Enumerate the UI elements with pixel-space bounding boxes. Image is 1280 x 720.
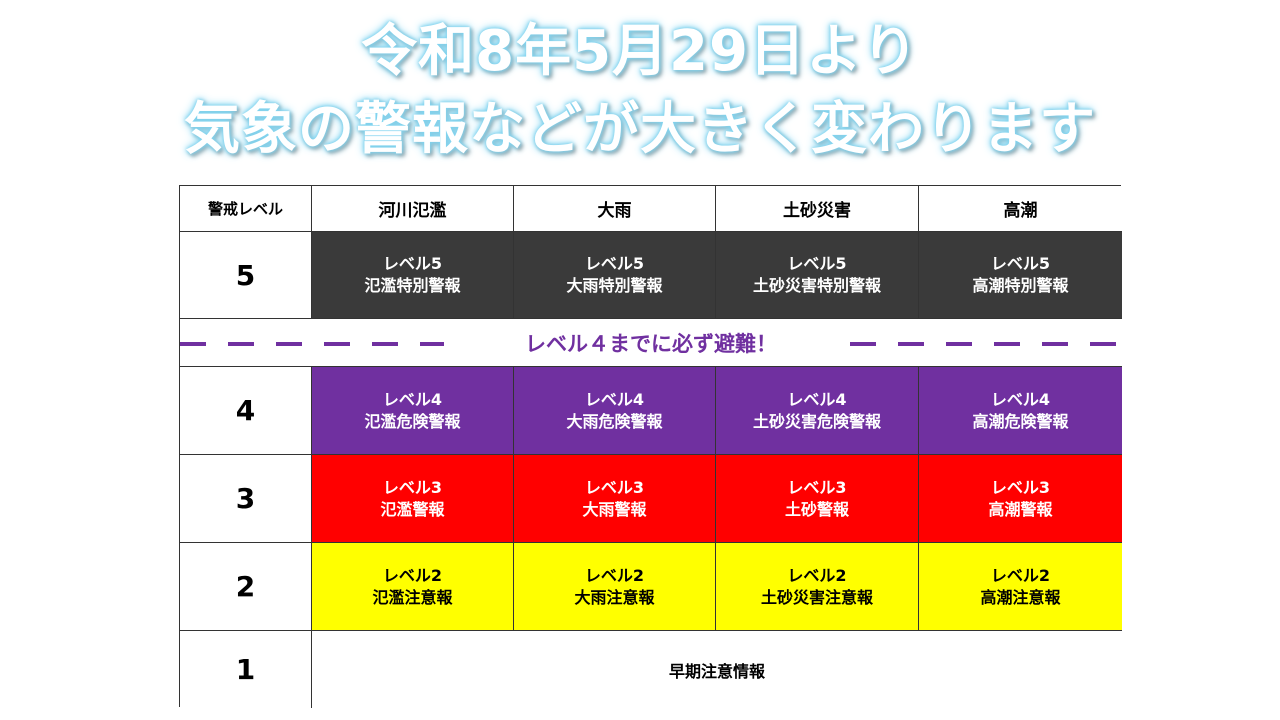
cell-warning-name: 氾濫注意報 — [372, 587, 453, 607]
level-3-storm-surge: レベル3 高潮警報 — [919, 455, 1122, 543]
cell-level-text: レベル5 — [584, 254, 645, 273]
cell-warning-name: 土砂警報 — [784, 499, 849, 519]
level-2-heavy-rain: レベル2 大雨注意報 — [514, 543, 716, 631]
level-5-heavy-rain: レベル5 大雨特別警報 — [514, 232, 716, 319]
cell-level-text: レベル5 — [990, 254, 1051, 273]
level-5-label: 5 — [180, 232, 312, 319]
level-3-label: 3 — [180, 455, 312, 543]
cell-level-text: レベル4 — [787, 389, 847, 409]
level-1-early-caution: 早期注意情報 — [312, 631, 1122, 708]
cell-warning-name: 氾濫特別警報 — [364, 276, 461, 295]
cell-warning-name: 大雨危険警報 — [566, 411, 663, 431]
cell-level-text: レベル5 — [382, 254, 443, 273]
cell-level-text: レベル4 — [584, 389, 645, 409]
cell-level-text: レベル2 — [990, 565, 1051, 585]
warning-level-table: 警戒レベル 河川氾濫 大雨 土砂災害 高潮 5 レベル5 氾濫特別警報 レベル5… — [179, 185, 1122, 708]
cell-warning-name: 高潮警報 — [988, 499, 1053, 519]
cell-level-text: レベル2 — [584, 565, 645, 585]
cell-warning-name: 氾濫警報 — [380, 499, 445, 519]
cell-warning-name: 土砂災害危険警報 — [752, 411, 881, 431]
cell-level-text: レベル2 — [787, 565, 847, 585]
level-5-landslide: レベル5 土砂災害特別警報 — [716, 232, 919, 319]
cell-warning-name: 氾濫危険警報 — [364, 411, 461, 431]
level-4-landslide: レベル4 土砂災害危険警報 — [716, 367, 919, 455]
cell-level-text: レベル3 — [990, 477, 1051, 497]
header-storm-surge: 高潮 — [919, 186, 1122, 232]
level-4-label: 4 — [180, 367, 312, 455]
cell-warning-name: 土砂災害特別警報 — [752, 276, 881, 295]
cell-warning-name: 高潮危険警報 — [972, 411, 1069, 431]
level-2-landslide: レベル2 土砂災害注意報 — [716, 543, 919, 631]
cell-level-text: レベル2 — [382, 565, 443, 585]
cell-level-text: レベル3 — [584, 477, 645, 497]
header-heavy-rain: 大雨 — [514, 186, 716, 232]
level-2-river-flood: レベル2 氾濫注意報 — [312, 543, 514, 631]
cell-warning-name: 高潮特別警報 — [972, 276, 1069, 295]
level-3-river-flood: レベル3 氾濫警報 — [312, 455, 514, 543]
header-landslide: 土砂災害 — [716, 186, 919, 232]
cell-warning-name: 大雨特別警報 — [566, 276, 663, 295]
level-4-river-flood: レベル4 氾濫危険警報 — [312, 367, 514, 455]
level-2-label: 2 — [180, 543, 312, 631]
level-5-storm-surge: レベル5 高潮特別警報 — [919, 232, 1122, 319]
cell-warning-name: 高潮注意報 — [980, 587, 1061, 607]
level-5-river-flood: レベル5 氾濫特別警報 — [312, 232, 514, 319]
level-1-label: 1 — [180, 631, 312, 708]
cell-level-text: レベル4 — [990, 389, 1051, 409]
evacuate-banner: レベル４までに必ず避難！ — [180, 319, 1122, 367]
level-2-storm-surge: レベル2 高潮注意報 — [919, 543, 1122, 631]
cell-level-text: レベル3 — [787, 477, 847, 497]
level-3-heavy-rain: レベル3 大雨警報 — [514, 455, 716, 543]
header-warning-level: 警戒レベル — [180, 186, 312, 232]
title-line-2: 気象の警報などが大きく変わります — [184, 97, 1096, 162]
title-line-1: 令和8年5月29日より — [361, 19, 919, 84]
cell-warning-name: 大雨注意報 — [574, 587, 655, 607]
level-3-landslide: レベル3 土砂警報 — [716, 455, 919, 543]
level-4-heavy-rain: レベル4 大雨危険警報 — [514, 367, 716, 455]
level-4-storm-surge: レベル4 高潮危険警報 — [919, 367, 1122, 455]
header-river-flood: 河川氾濫 — [312, 186, 514, 232]
cell-level-text: レベル4 — [382, 389, 443, 409]
dashed-line-left — [180, 342, 444, 346]
cell-warning-name: 土砂災害注意報 — [760, 587, 873, 607]
dashed-line-right — [850, 342, 1122, 346]
cell-level-text: レベル3 — [382, 477, 443, 497]
cell-warning-name: 大雨警報 — [582, 499, 647, 519]
evacuate-message: レベル４までに必ず避難！ — [525, 332, 777, 356]
cell-level-text: レベル5 — [787, 254, 847, 273]
